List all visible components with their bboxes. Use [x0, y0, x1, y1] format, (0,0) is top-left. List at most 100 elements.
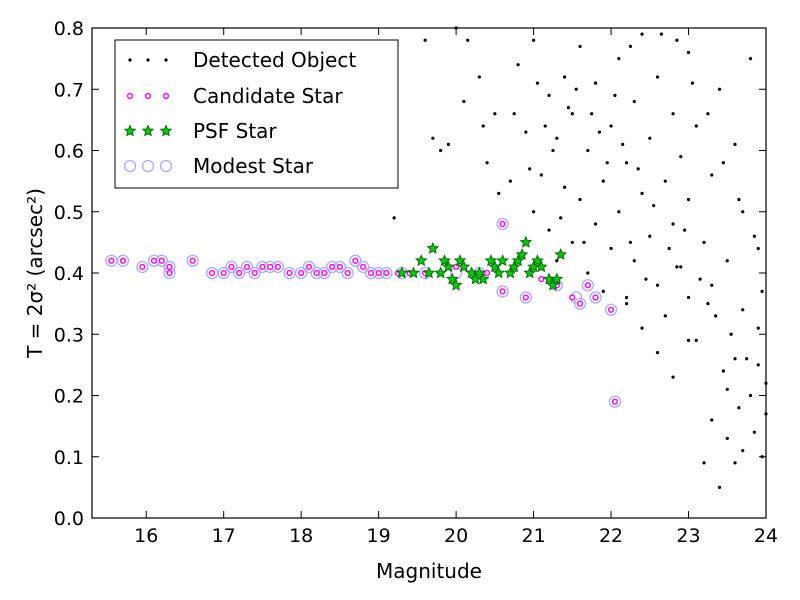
detected-object-point: [562, 75, 567, 79]
candidate-star-point: [150, 257, 158, 264]
psf-star-point: [422, 266, 436, 279]
modest-star-point: [581, 279, 594, 292]
detected-object-point: [741, 210, 745, 214]
detected-object-point: [752, 430, 756, 434]
detected-object-point: [535, 81, 540, 85]
detected-object-point: [686, 197, 691, 202]
candidate-star-point: [119, 257, 127, 264]
modest-star-point: [233, 266, 246, 280]
modest-star-point: [589, 291, 602, 304]
x-tick-label: 23: [676, 525, 700, 547]
detected-object-point: [683, 228, 687, 232]
x-tick-label: 21: [521, 525, 545, 547]
detected-object-point: [659, 32, 664, 36]
detected-object-point: [741, 308, 745, 312]
modest-star-point: [608, 395, 622, 408]
candidate-star-point: [220, 269, 227, 277]
candidate-star-point: [267, 263, 274, 270]
modest-star-point: [240, 260, 254, 274]
candidate-star-point: [607, 306, 615, 313]
candidate-star-point: [375, 269, 382, 277]
detected-object-point: [555, 259, 559, 263]
legend-markers: [123, 58, 173, 173]
detected-object-point: [729, 332, 733, 336]
psf-star-point: [407, 266, 420, 279]
modest-star-point: [116, 254, 130, 267]
detected-object-point: [477, 75, 481, 79]
legend-marker-modest: [159, 159, 173, 173]
detected-object-point: [710, 173, 714, 177]
detected-object-point: [748, 57, 753, 61]
psf-star-point: [449, 278, 463, 291]
detected-object-point: [741, 449, 745, 453]
candidate-star-point: [208, 269, 216, 277]
detected-object-point: [601, 289, 605, 293]
modest-star-point: [573, 297, 587, 310]
y-tick-label: 0.2: [54, 386, 84, 408]
detected-object-point: [628, 44, 633, 48]
detected-object-point: [679, 265, 683, 269]
candidate-star-point: [305, 263, 313, 270]
detected-object-point: [593, 81, 598, 85]
detected-object-point: [644, 277, 648, 281]
candidate-star-point: [336, 263, 344, 270]
detected-object-point: [462, 99, 466, 104]
detected-object-point: [590, 112, 594, 116]
legend-marker-modest: [141, 159, 155, 173]
detected-object-point: [648, 136, 652, 140]
candidate-star-point: [611, 398, 619, 405]
detected-object-point: [686, 338, 691, 342]
candidate-star-point: [522, 294, 529, 301]
psf-star-point: [445, 272, 459, 285]
modest-star-point: [302, 260, 316, 274]
modest-star-point: [496, 285, 509, 298]
detected-object-point: [752, 234, 756, 238]
psf-star-point: [488, 260, 502, 273]
detected-object-point: [539, 173, 543, 177]
detected-object-point: [570, 112, 574, 116]
detected-object-point: [721, 161, 725, 165]
detected-object-point: [586, 271, 590, 275]
detected-object-point: [756, 326, 760, 330]
y-tick-label: 0.5: [54, 202, 84, 224]
psf-star-point: [457, 260, 471, 273]
candidate-star-point: [344, 269, 351, 277]
candidate-star-point: [584, 282, 591, 289]
detected-object-point: [706, 302, 710, 306]
y-tick-label: 0.6: [54, 141, 84, 163]
y-tick-label: 0.0: [54, 508, 84, 530]
detected-object-point: [714, 314, 718, 318]
detected-object-point: [528, 167, 532, 171]
candidate-star-point: [108, 257, 115, 264]
psf-star-point: [496, 254, 509, 267]
detected-object-point: [566, 106, 571, 110]
candidate-star-point: [259, 263, 266, 270]
psf-star-point: [531, 254, 544, 267]
detected-object-point: [624, 295, 629, 300]
candidate-star-point: [251, 269, 258, 277]
detected-object-point: [446, 142, 450, 146]
psf-star-point: [523, 266, 537, 279]
candidate-star-point: [321, 269, 328, 277]
detected-object-point: [675, 38, 679, 42]
detected-object-point: [756, 363, 760, 367]
legend-marker-detected: [128, 58, 132, 62]
candidate-star-point: [484, 269, 491, 277]
detected-object-point: [531, 210, 536, 214]
detected-object-point: [640, 32, 644, 36]
modest-star-point: [519, 291, 532, 304]
detected-object-point: [551, 148, 555, 153]
detected-object-point: [671, 375, 675, 379]
legend-marker-detected: [164, 58, 168, 62]
detected-object-point: [601, 179, 605, 183]
detected-object-point: [725, 436, 729, 440]
detected-object-point: [547, 228, 551, 232]
detected-object-point: [497, 191, 501, 195]
detected-object-point: [686, 50, 691, 55]
detected-object-point: [679, 155, 683, 159]
detected-object-point: [512, 112, 516, 116]
candidate-star-point: [189, 257, 196, 264]
legend-marker-psf: [123, 124, 137, 137]
psf-star-point: [484, 254, 498, 267]
